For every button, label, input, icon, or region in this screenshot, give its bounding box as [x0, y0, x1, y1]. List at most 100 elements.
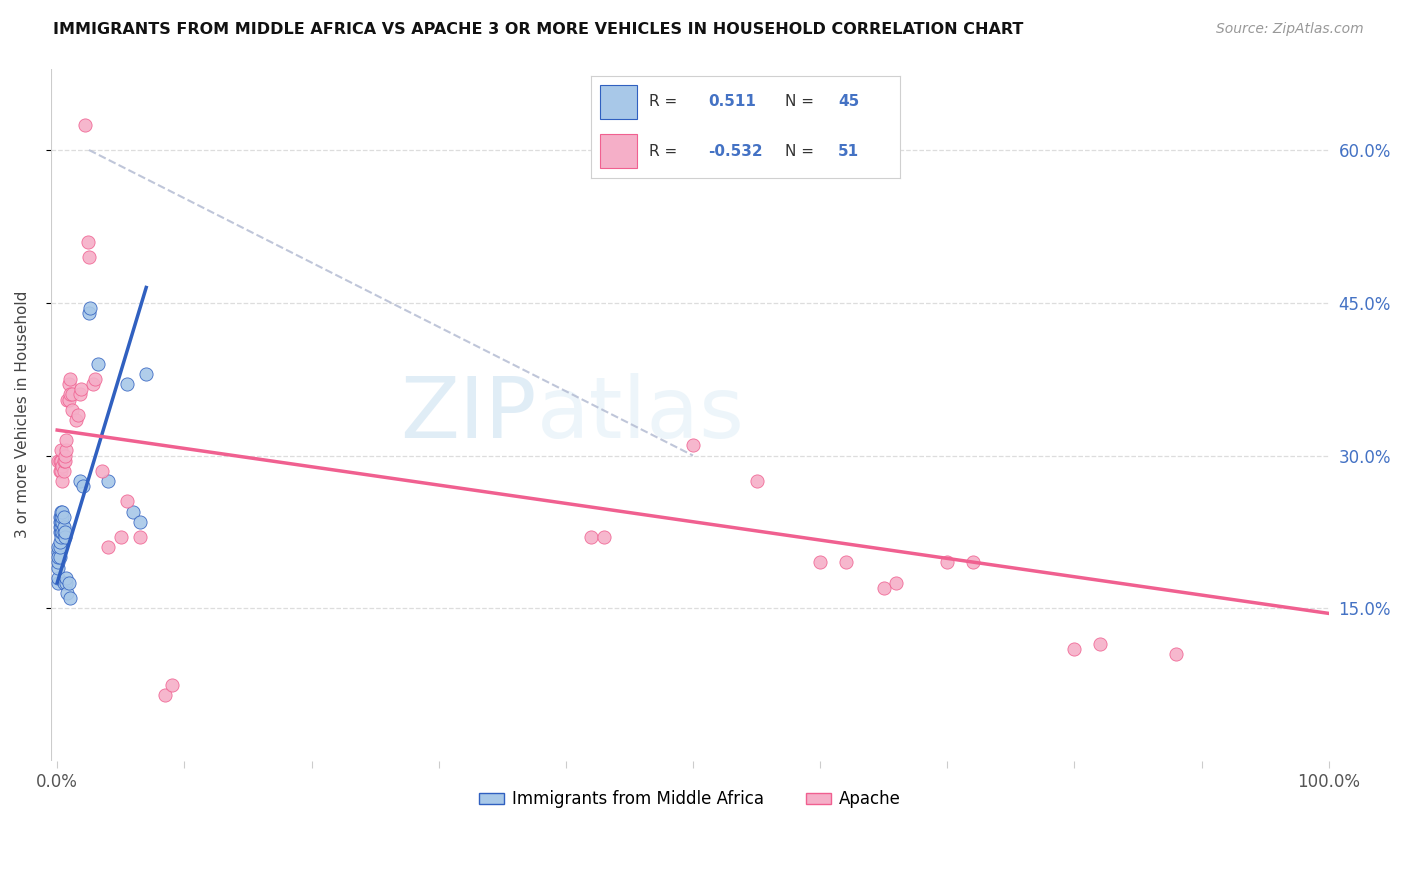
Point: [52, 464, 75, 478]
Point: [52, 520, 75, 534]
Point: [48, 453, 70, 467]
Point: [48, 520, 70, 534]
Text: IMMIGRANTS FROM MIDDLE AFRICA VS APACHE 3 OR MORE VEHICLES IN HOUSEHOLD CORRELAT: IMMIGRANTS FROM MIDDLE AFRICA VS APACHE …: [53, 22, 1024, 37]
Point: [48, 464, 70, 478]
Point: [52, 509, 75, 524]
Point: [51, 474, 73, 488]
Point: [55, 571, 77, 585]
Point: [69, 387, 91, 401]
Text: 45: 45: [838, 95, 859, 110]
Point: [48, 571, 70, 585]
Point: [56, 392, 79, 407]
Point: [581, 530, 603, 544]
Point: [49, 515, 72, 529]
Point: [72, 479, 94, 493]
Point: [53, 453, 76, 467]
Point: [65, 413, 87, 427]
Point: [745, 474, 768, 488]
Point: [59, 591, 82, 606]
Point: [62, 387, 84, 401]
Point: [46, 545, 69, 559]
Point: [49, 464, 72, 478]
Point: [87, 357, 110, 371]
Point: [48, 540, 70, 554]
Point: [135, 367, 157, 381]
Point: [55, 443, 77, 458]
Point: [886, 575, 908, 590]
Point: [58, 575, 80, 590]
Point: [62, 402, 84, 417]
Point: [75, 118, 97, 132]
Text: ZIP: ZIP: [399, 373, 537, 457]
Point: [1166, 647, 1188, 661]
Point: [82, 377, 104, 392]
Point: [48, 453, 70, 467]
Point: [79, 301, 101, 315]
Point: [48, 575, 70, 590]
Point: [97, 540, 120, 554]
Point: [48, 550, 70, 565]
Point: [77, 306, 100, 320]
Point: [84, 372, 107, 386]
Point: [1063, 642, 1085, 657]
Point: [128, 530, 150, 544]
Point: [48, 550, 70, 565]
Point: [48, 524, 70, 539]
Point: [808, 556, 831, 570]
Point: [59, 387, 82, 401]
Text: Source: ZipAtlas.com: Source: ZipAtlas.com: [1216, 22, 1364, 37]
Point: [48, 556, 70, 570]
Point: [66, 408, 89, 422]
Point: [55, 575, 77, 590]
Point: [48, 509, 70, 524]
Legend: Immigrants from Middle Africa, Apache: Immigrants from Middle Africa, Apache: [472, 784, 908, 815]
Point: [49, 443, 72, 458]
Point: [962, 556, 984, 570]
Point: [682, 438, 704, 452]
Text: atlas: atlas: [537, 373, 744, 457]
Point: [49, 524, 72, 539]
Point: [77, 250, 100, 264]
Point: [58, 377, 80, 392]
Point: [128, 515, 150, 529]
Point: [48, 535, 70, 549]
Point: [48, 540, 70, 554]
Point: [69, 474, 91, 488]
Text: R =: R =: [650, 95, 678, 110]
Point: [115, 494, 138, 508]
Point: [51, 504, 73, 518]
Point: [122, 504, 145, 518]
Text: N =: N =: [786, 95, 814, 110]
Point: [55, 434, 77, 448]
Point: [70, 382, 93, 396]
Point: [48, 560, 70, 574]
Text: 51: 51: [838, 144, 859, 159]
Point: [48, 515, 70, 529]
Point: [49, 453, 72, 467]
Point: [53, 530, 76, 544]
Bar: [600, 85, 637, 119]
Text: 0.511: 0.511: [709, 95, 756, 110]
Point: [115, 377, 138, 392]
Y-axis label: 3 or more Vehicles in Household: 3 or more Vehicles in Household: [15, 291, 30, 539]
Bar: [600, 135, 637, 168]
Point: [53, 524, 76, 539]
Point: [52, 575, 75, 590]
Point: [49, 509, 72, 524]
Point: [56, 586, 79, 600]
Point: [834, 556, 856, 570]
Point: [155, 688, 177, 702]
Point: [76, 235, 98, 249]
Point: [49, 504, 72, 518]
Point: [936, 556, 959, 570]
Text: R =: R =: [650, 144, 678, 159]
Point: [53, 449, 76, 463]
Point: [51, 515, 73, 529]
Text: -0.532: -0.532: [709, 144, 762, 159]
Point: [49, 530, 72, 544]
Point: [49, 520, 72, 534]
Point: [110, 530, 132, 544]
Point: [58, 392, 80, 407]
Point: [51, 458, 73, 473]
Point: [593, 530, 616, 544]
